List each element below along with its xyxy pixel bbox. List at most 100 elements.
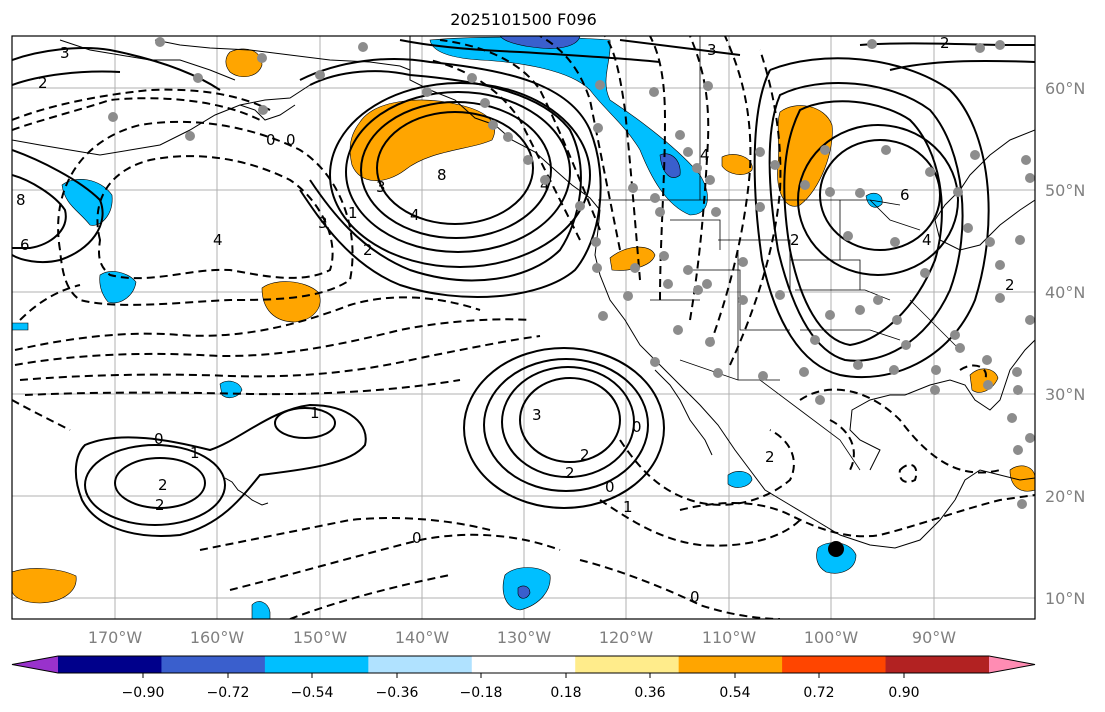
contour-labels: 3 2 0 8 3 4 2 3 1 4 8 4 6 0 3 4 2 6 4 2 … (16, 34, 1015, 606)
colorbar-tick-label: −0.90 (122, 685, 165, 701)
contour-label: 0 (154, 430, 164, 448)
lat-label: 30°N (1045, 385, 1085, 404)
highlight-point-marker (828, 541, 844, 557)
contour-label: 2 (155, 496, 165, 514)
colorbar-segment (575, 656, 680, 673)
contour-label: 3 (318, 214, 328, 232)
contour-label: 4 (540, 176, 550, 194)
contour-label: 8 (437, 166, 447, 184)
colorbar-tick-label: −0.72 (207, 685, 250, 701)
contour-label: 6 (900, 186, 910, 204)
contour-label: 3 (707, 41, 717, 59)
contour-label: 1 (310, 404, 320, 422)
colorbar-tick-label: −0.18 (460, 685, 503, 701)
contour-label: 2 (790, 231, 800, 249)
anomaly-positive-caribbean (1009, 465, 1035, 492)
anomaly-positive-california (609, 246, 656, 271)
colorbar-segment (58, 656, 162, 673)
map-title: 2025101500 F096 (450, 10, 597, 29)
anomaly-negative-baja (727, 471, 753, 488)
colorbar-tick-label: 0.72 (803, 685, 834, 701)
lon-label: 100°W (804, 628, 859, 647)
anomaly-negative-great-lakes (865, 192, 883, 208)
anomaly-strong-negative-canada (499, 36, 581, 49)
contour-label: 6 (20, 236, 30, 254)
contour-label: 1 (348, 204, 358, 222)
contour-label: 2 (580, 446, 590, 464)
contour-label: 3 (532, 406, 542, 424)
colorbar-ticks: −0.90 −0.72 −0.54 −0.36 −0.18 0.18 0.36 … (122, 673, 920, 701)
lat-label: 50°N (1045, 181, 1085, 200)
anomaly-negative-hawaii-south (251, 601, 271, 619)
contour-label: 2 (765, 448, 775, 466)
contour-label: 0 (605, 478, 615, 496)
colorbar-segment (782, 656, 887, 673)
colorbar-segment (471, 656, 576, 673)
colorbar-tick-label: 0.18 (550, 685, 581, 701)
colorbar-tick-label: −0.54 (291, 685, 334, 701)
contour-label: 3 (60, 44, 70, 62)
colorbar-segment (885, 656, 990, 673)
contour-label: 4 (410, 206, 420, 224)
colorbar-segment (264, 656, 369, 673)
map-frame (11, 35, 1036, 620)
contour-label: 8 (16, 191, 26, 209)
lat-label: 60°N (1045, 79, 1085, 98)
contour-label: 2 (565, 464, 575, 482)
lon-label: 150°W (293, 628, 348, 647)
anomaly-positive-gulf-of-alaska (349, 99, 495, 181)
shaded-anomalies (12, 36, 1035, 619)
colorbar-tick-label: 0.54 (719, 685, 750, 701)
anomaly-strong-negative-east-pacific (517, 585, 531, 599)
colorbar-segment (12, 656, 58, 673)
contour-label: 0 (632, 418, 642, 436)
station-markers (108, 37, 1035, 509)
lat-label: 20°N (1045, 487, 1085, 506)
anomaly-negative-north-pacific (99, 271, 137, 304)
lon-label: 140°W (395, 628, 450, 647)
contour-label: 1 (190, 444, 200, 462)
contour-label: 2 (940, 34, 950, 52)
longitude-axis: 170°W 160°W 150°W 140°W 130°W 120°W 110°… (88, 628, 956, 647)
lon-label: 130°W (497, 628, 552, 647)
contour-label: 3 (376, 178, 386, 196)
colorbar-segment (678, 656, 783, 673)
political-borders (598, 36, 961, 471)
anomaly-negative-canada (429, 36, 708, 216)
contour-label: 0 (690, 588, 700, 606)
contour-label: 2 (158, 476, 168, 494)
lat-label: 40°N (1045, 283, 1085, 302)
lon-label: 110°W (702, 628, 757, 647)
contour-label: 2 (1005, 276, 1015, 294)
lon-label: 160°W (190, 628, 245, 647)
anomaly-negative-west-edge (12, 322, 29, 331)
contour-label: 1 (623, 498, 633, 516)
contour-label: 0 (286, 131, 296, 149)
lon-label: 120°W (599, 628, 654, 647)
anomaly-negative-dateline (61, 178, 113, 226)
contour-label: 0 (412, 529, 422, 547)
contour-label: 2 (363, 241, 373, 259)
lon-label: 90°W (912, 628, 956, 647)
anomaly-positive-rockies (721, 154, 753, 175)
latitude-axis: 60°N 50°N 40°N 30°N 20°N 10°N (1045, 79, 1085, 608)
contour-label: 0 (266, 131, 276, 149)
colorbar-outline (11, 655, 1036, 674)
contour-label: 4 (213, 231, 223, 249)
colorbar-segment (161, 656, 266, 673)
colorbar-segment (989, 656, 1035, 673)
anomaly-positive-aleutians (225, 48, 263, 78)
colorbar-segment (368, 656, 473, 673)
lon-label: 170°W (88, 628, 143, 647)
colorbar (11, 655, 1036, 674)
contour-label: 2 (38, 74, 48, 92)
colorbar-tick-label: 0.90 (888, 685, 919, 701)
colorbar-tick-label: −0.36 (376, 685, 419, 701)
contour-label: 4 (922, 231, 932, 249)
anomaly-positive-central-pacific (261, 281, 321, 323)
colorbar-tick-label: 0.36 (634, 685, 665, 701)
contour-label: 4 (700, 146, 710, 164)
anomaly-positive-west-pacific (12, 568, 77, 604)
contour-lines-dashed (12, 36, 1035, 619)
